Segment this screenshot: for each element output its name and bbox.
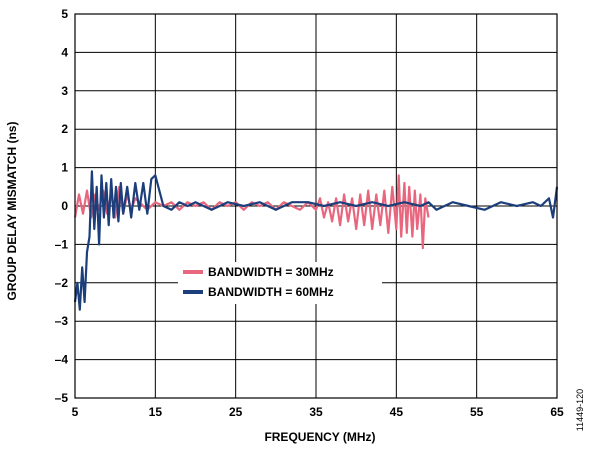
y-tick-label: 0 <box>61 199 68 213</box>
y-tick-label: 4 <box>61 45 68 59</box>
x-axis-title: FREQUENCY (MHz) <box>264 430 375 444</box>
y-tick-label: 3 <box>61 84 68 98</box>
x-tick-label: 15 <box>149 405 163 419</box>
x-tick-labels: 5 15 25 35 45 55 65 <box>72 405 564 419</box>
y-tick-labels: 5 4 3 2 1 0 –1 –2 –3 –4 –5 <box>55 7 69 405</box>
x-tick-label: 45 <box>390 405 404 419</box>
legend-label-60mhz: BANDWIDTH = 60MHz <box>208 285 334 299</box>
y-tick-label: 1 <box>61 161 68 175</box>
x-tick-label: 65 <box>550 405 564 419</box>
x-tick-label: 5 <box>72 405 79 419</box>
x-tick-label: 25 <box>229 405 243 419</box>
legend-box <box>178 262 382 304</box>
plot-border <box>74 13 558 399</box>
y-axis-title: GROUP DELAY MISMATCH (ns) <box>5 122 19 301</box>
y-tick-label: 5 <box>61 7 68 21</box>
y-tick-label: –4 <box>55 353 69 367</box>
y-tick-label: 2 <box>61 122 68 136</box>
legend: BANDWIDTH = 30MHz BANDWIDTH = 60MHz <box>178 262 382 304</box>
series-line-60mhz <box>73 170 559 311</box>
legend-label-30mhz: BANDWIDTH = 30MHz <box>208 265 334 279</box>
y-tick-label: –5 <box>55 391 69 405</box>
x-tick-label: 35 <box>309 405 323 419</box>
figure-id: 11449-120 <box>575 389 585 431</box>
y-tick-label: –3 <box>55 314 69 328</box>
x-tick-label: 55 <box>470 405 484 419</box>
y-tick-label: –2 <box>55 276 69 290</box>
y-tick-label: –1 <box>55 237 69 251</box>
series-layer <box>73 170 559 311</box>
